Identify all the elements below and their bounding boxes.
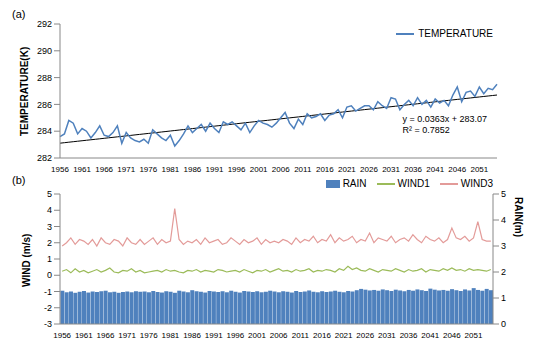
svg-text:-2: -2: [44, 303, 52, 313]
svg-text:2031: 2031: [382, 165, 400, 174]
svg-text:1966: 1966: [95, 165, 113, 174]
svg-text:2011: 2011: [294, 165, 312, 174]
svg-text:2036: 2036: [400, 331, 418, 340]
svg-text:2016: 2016: [316, 165, 334, 174]
svg-text:1991: 1991: [206, 165, 224, 174]
html-text:TEMPERATURE: TEMPERATURE: [418, 28, 493, 39]
svg-text:2041: 2041: [421, 331, 439, 340]
svg-text:1996: 1996: [226, 331, 244, 340]
svg-text:1961: 1961: [73, 165, 91, 174]
svg-text:3: 3: [47, 222, 52, 232]
svg-text:TEMPERATURE(K): TEMPERATURE(K): [19, 47, 30, 136]
svg-text:290: 290: [37, 46, 52, 56]
svg-text:1991: 1991: [205, 331, 223, 340]
svg-text:1981: 1981: [161, 165, 179, 174]
svg-text:2011: 2011: [292, 331, 310, 340]
html-text:R² = 0.7852: R² = 0.7852: [402, 125, 450, 135]
svg-text:WIND (m/s): WIND (m/s): [21, 234, 32, 287]
svg-text:288: 288: [37, 73, 52, 83]
html-text:(b): (b): [12, 174, 26, 186]
svg-text:1: 1: [47, 254, 52, 264]
svg-text:2001: 2001: [248, 331, 266, 340]
svg-text:1961: 1961: [75, 331, 93, 340]
svg-text:2046: 2046: [448, 165, 466, 174]
svg-text:RAIN(m): RAIN(m): [513, 197, 524, 237]
svg-text:4: 4: [501, 215, 506, 225]
svg-text:1976: 1976: [139, 165, 157, 174]
svg-text:2046: 2046: [443, 331, 461, 340]
svg-text:282: 282: [37, 153, 52, 163]
svg-text:2: 2: [47, 238, 52, 248]
svg-text:2006: 2006: [272, 165, 290, 174]
svg-text:1981: 1981: [162, 331, 180, 340]
svg-text:292: 292: [37, 19, 52, 29]
svg-text:2006: 2006: [270, 331, 288, 340]
svg-text:2051: 2051: [465, 331, 483, 340]
svg-text:4: 4: [47, 205, 52, 215]
svg-text:284: 284: [37, 126, 52, 136]
svg-text:2021: 2021: [335, 331, 353, 340]
svg-text:2026: 2026: [360, 165, 378, 174]
svg-text:1: 1: [501, 293, 506, 303]
svg-text:5: 5: [501, 189, 506, 199]
svg-text:0: 0: [47, 270, 52, 280]
svg-text:2031: 2031: [378, 331, 396, 340]
html-text:y = 0.0363x + 283.07: y = 0.0363x + 283.07: [402, 114, 487, 124]
svg-text:2016: 2016: [313, 331, 331, 340]
svg-text:-3: -3: [44, 319, 52, 329]
svg-text:1971: 1971: [117, 165, 135, 174]
html-text:WIND1: WIND1: [397, 178, 430, 189]
svg-text:1956: 1956: [53, 331, 71, 340]
svg-text:2041: 2041: [426, 165, 444, 174]
html-text:WIND3: WIND3: [460, 178, 493, 189]
html-text:RAIN: RAIN: [342, 178, 367, 189]
svg-text:1966: 1966: [97, 331, 115, 340]
svg-text:2026: 2026: [356, 331, 374, 340]
svg-text:2021: 2021: [338, 165, 356, 174]
svg-text:1986: 1986: [183, 331, 201, 340]
svg-text:1986: 1986: [184, 165, 202, 174]
svg-text:1996: 1996: [228, 165, 246, 174]
svg-text:286: 286: [37, 100, 52, 110]
svg-text:1971: 1971: [118, 331, 136, 340]
svg-text:2036: 2036: [404, 165, 422, 174]
svg-text:-1: -1: [44, 287, 52, 297]
svg-text:1976: 1976: [140, 331, 158, 340]
svg-text:2051: 2051: [470, 165, 488, 174]
svg-text:2001: 2001: [250, 165, 268, 174]
html-text:(a): (a): [12, 8, 26, 20]
svg-text:2: 2: [501, 267, 506, 277]
svg-text:0: 0: [501, 319, 506, 329]
svg-text:5: 5: [47, 189, 52, 199]
svg-text:1956: 1956: [51, 165, 69, 174]
svg-text:3: 3: [501, 241, 506, 251]
